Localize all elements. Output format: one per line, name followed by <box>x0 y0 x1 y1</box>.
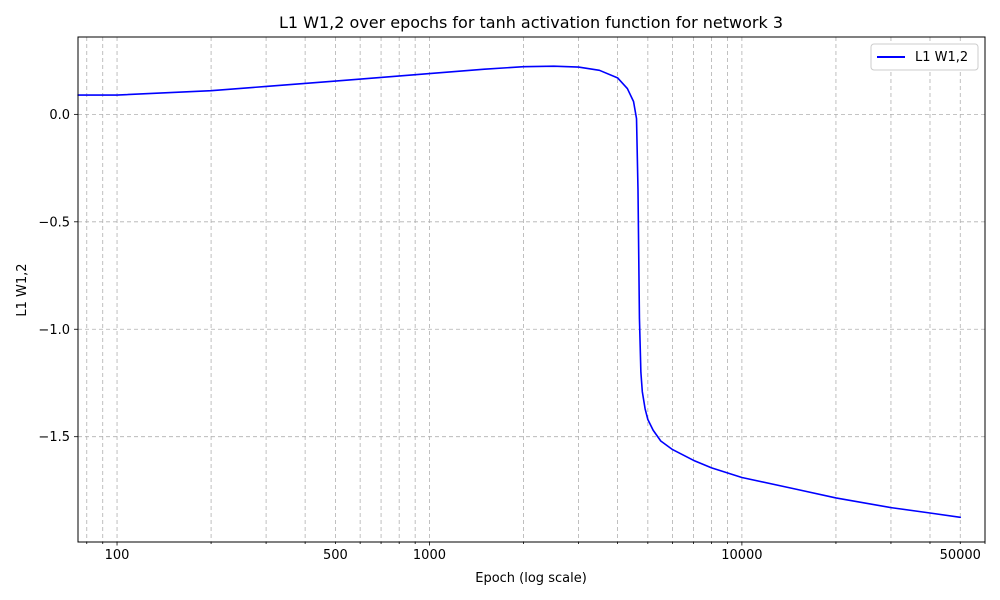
series-line-0 <box>77 65 962 519</box>
plot-area-border <box>77 36 986 543</box>
x-tick-label: 500 <box>323 548 348 563</box>
series-lines <box>77 65 962 519</box>
x-axis-label: Epoch (log scale) <box>475 571 587 586</box>
y-tick-label: −1.5 <box>38 430 70 445</box>
y-axis-label: L1 W1,2 <box>15 263 30 316</box>
y-tick-label: −1.0 <box>38 323 70 338</box>
axis-ticks: 0.0 −0.5 −1.0 −1.5 100 500 1000 10000 50000 <box>38 108 986 563</box>
legend-label: L1 W1,2 <box>915 50 968 65</box>
plot-area-background <box>78 37 985 542</box>
y-tick-label: −0.5 <box>38 215 70 230</box>
x-tick-label: 100 <box>105 548 130 563</box>
legend-box <box>870 43 979 71</box>
chart-title: L1 W1,2 over epochs for tanh activation … <box>279 13 783 32</box>
x-tick-label: 10000 <box>721 548 762 563</box>
y-tick-label: 0.0 <box>49 108 70 123</box>
x-tick-label: 50000 <box>940 548 981 563</box>
legend: L1 W1,2 <box>870 43 979 71</box>
x-tick-label: 1000 <box>413 548 446 563</box>
